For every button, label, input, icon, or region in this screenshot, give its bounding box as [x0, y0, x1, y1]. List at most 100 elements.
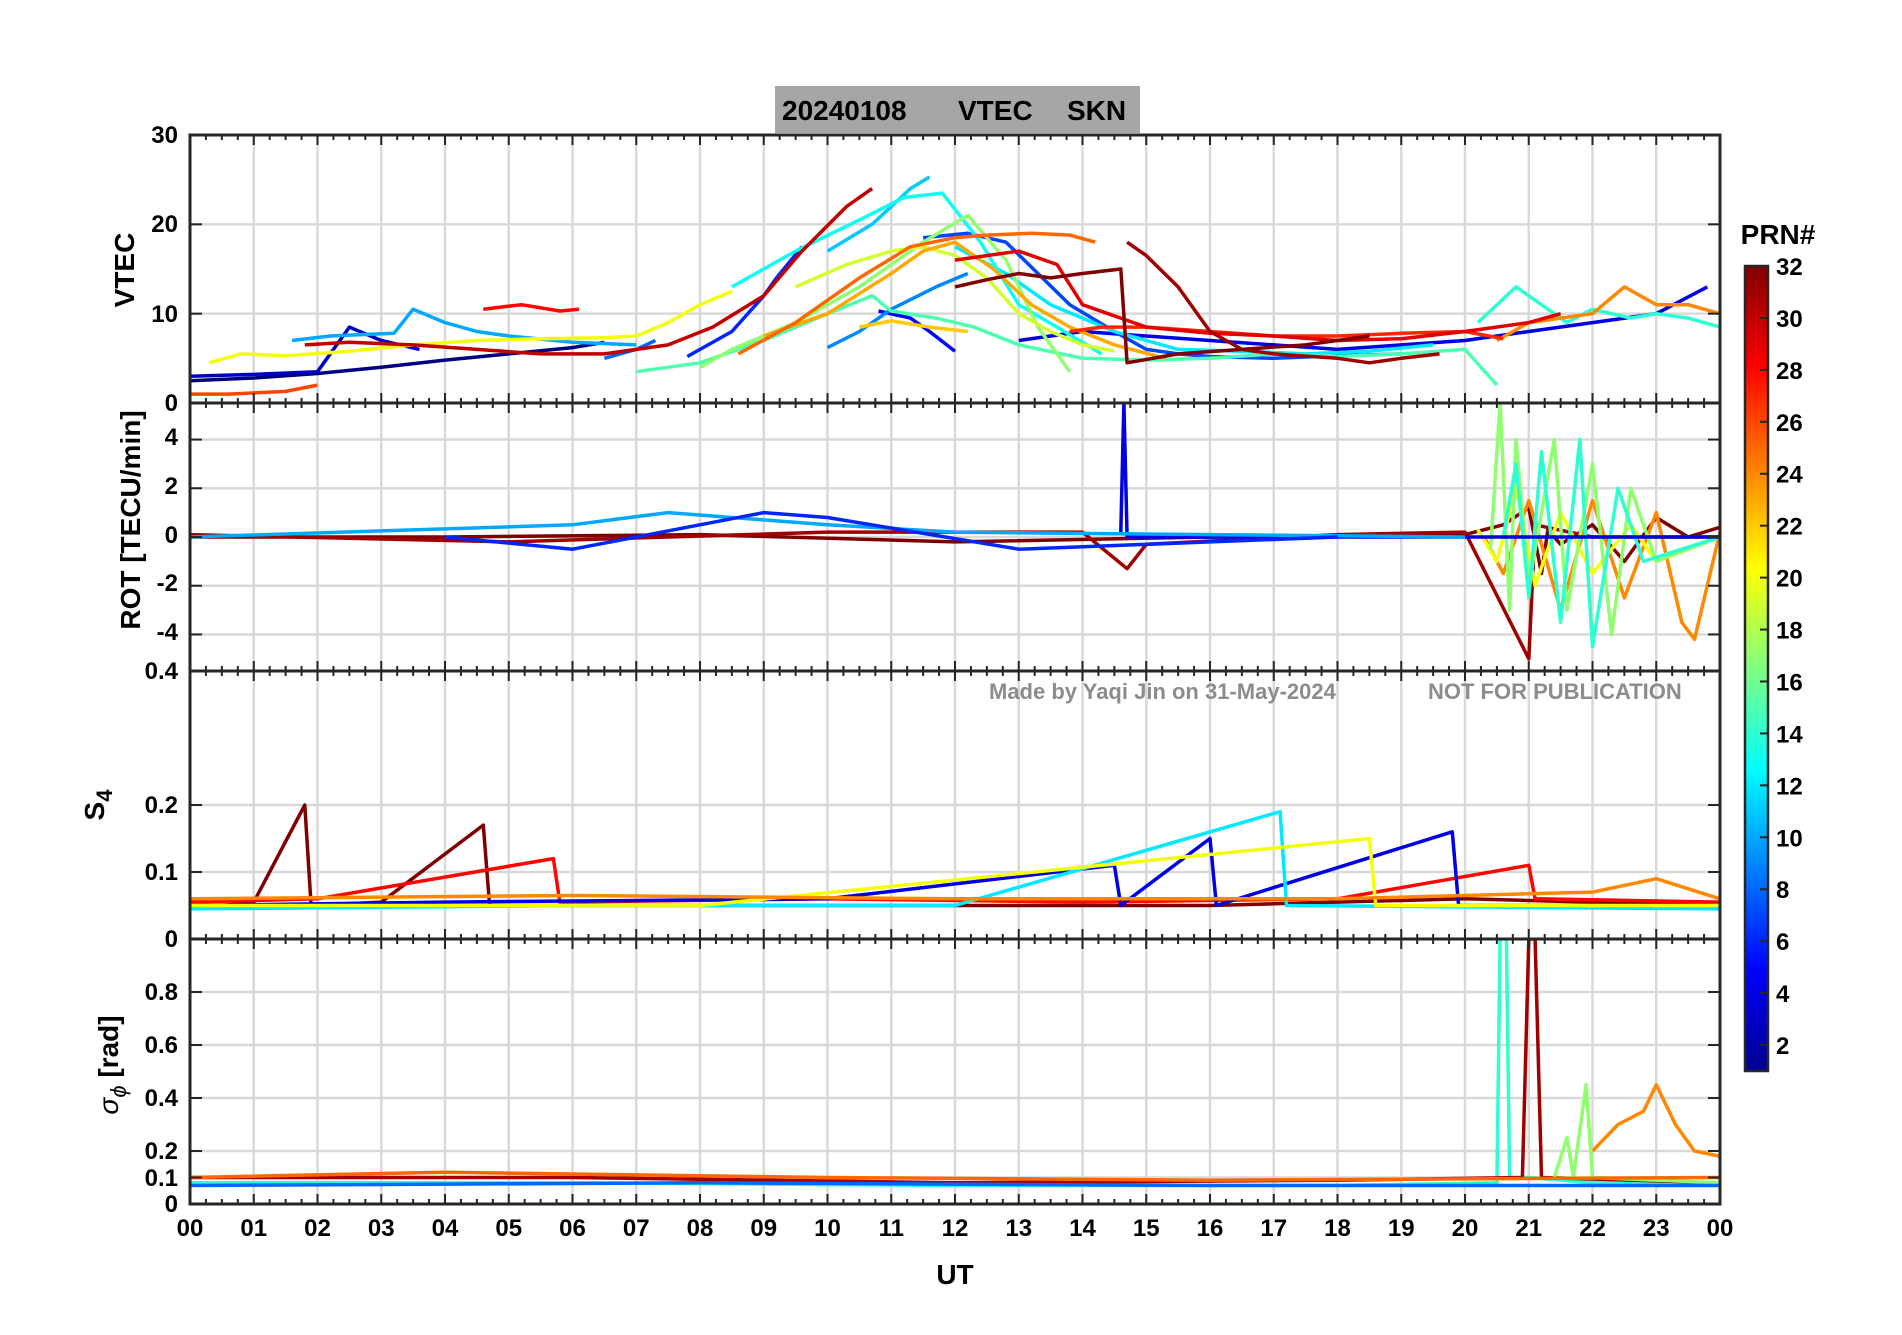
sigma-yticks: 0 0.1 0.2 0.4 0.6 0.8 — [145, 979, 179, 1218]
x-tick-labels: 00 01 02 03 04 05 06 07 08 09 10 11 12 13 14 15 16 17 18 19… — [177, 1215, 1734, 1242]
x-tick-label: 09 — [750, 1215, 777, 1242]
x-tick-label: 21 — [1515, 1215, 1542, 1242]
s4-ytick: 0.4 — [145, 658, 179, 685]
rot-ytick: 0 — [165, 522, 178, 549]
x-tick-label: 01 — [240, 1215, 267, 1242]
colorbar-tick-label: 32 — [1776, 254, 1803, 281]
x-axis-label: UT — [936, 1259, 973, 1290]
vtec-series-prn-13 — [731, 191, 1103, 356]
colorbar-label: PRN# — [1741, 219, 1816, 250]
x-tick-label: 20 — [1452, 1215, 1479, 1242]
rot-series-prn-6 — [444, 510, 1338, 551]
x-tick-label: 17 — [1260, 1215, 1287, 1242]
s4-series-prn-32 — [190, 803, 1720, 911]
vtec-series-prn-4 — [1018, 285, 1709, 352]
s4-series-group — [190, 803, 1720, 911]
tick-layer — [189, 135, 1721, 1204]
x-tick-label: 05 — [495, 1215, 522, 1242]
vtec-series-prn-5 — [878, 309, 957, 353]
vtec-series-prn-29 — [954, 249, 1562, 343]
x-tick-label: 03 — [368, 1215, 395, 1242]
vtec-series-prn-28 — [483, 302, 580, 313]
vtec-series-prn-7 — [922, 231, 1402, 361]
colorbar-tick-label: 18 — [1776, 618, 1803, 645]
rot-series-prn-10 — [190, 510, 1466, 539]
colorbar-tick-label: 26 — [1776, 410, 1803, 437]
colorbar-tick-label: 2 — [1776, 1033, 1789, 1060]
x-tick-label: 02 — [304, 1215, 331, 1242]
rot-series-group — [190, 403, 1720, 661]
sigma-ytick: 0.1 — [145, 1165, 178, 1192]
x-tick-label: 08 — [687, 1215, 714, 1242]
colorbar-tick-label: 6 — [1776, 929, 1789, 956]
vtec-series-prn-11 — [826, 175, 931, 253]
title-quantity: VTEC — [958, 95, 1033, 126]
vtec-series-prn-30 — [304, 187, 874, 356]
vtec-series-prn-12 — [954, 245, 1434, 356]
colorbar-tick-label: 28 — [1776, 358, 1803, 385]
x-tick-label: 22 — [1579, 1215, 1606, 1242]
rot-series-prn-14 — [1501, 437, 1720, 649]
rot-ytick: 4 — [165, 424, 179, 451]
colorbar-tick-label: 24 — [1776, 462, 1803, 489]
colorbar-tick-label: 14 — [1776, 721, 1803, 748]
vtec-series-prn-26 — [190, 383, 318, 396]
vtec-series-prn-14 — [1476, 285, 1720, 329]
rot-ytick: -2 — [157, 570, 178, 597]
rot-ylabel: ROT [TECU/min] — [115, 410, 146, 629]
x-tick-label: 07 — [623, 1215, 650, 1242]
x-tick-label: 13 — [1005, 1215, 1032, 1242]
s4-ytick: 0 — [165, 926, 178, 953]
vtec-ytick: 30 — [151, 122, 178, 149]
x-tick-label: 00 — [177, 1215, 204, 1242]
vtec-series-prn-31 — [1126, 240, 1440, 365]
vtec-series-prn-19 — [794, 244, 1115, 353]
colorbar-gradient — [1743, 264, 1770, 1073]
colorbar-tick-label: 10 — [1776, 825, 1803, 852]
rot-series-prn-24 — [1482, 498, 1720, 642]
s4-ytick: 0.2 — [145, 792, 178, 819]
series-layer — [190, 175, 1720, 1188]
colorbar-tick-label: 22 — [1776, 514, 1803, 541]
sigma-series-prn-25 — [190, 1170, 1720, 1182]
vtec-series-prn-32 — [954, 267, 1370, 365]
sigma-ytick: 0.8 — [145, 979, 178, 1006]
colorbar-tick-label: 12 — [1776, 773, 1803, 800]
s4-ytick: 0.1 — [145, 859, 178, 886]
sigma-ytick: 0 — [165, 1191, 178, 1218]
s4-ylabel-main: S — [79, 802, 110, 821]
sigma-ylabel-unit: [rad] — [93, 1015, 124, 1085]
sigma-ytick: 0.4 — [145, 1085, 179, 1112]
x-tick-label: 06 — [559, 1215, 586, 1242]
x-tick-label: 11 — [879, 1215, 904, 1242]
rot-series-prn-17 — [1488, 403, 1720, 637]
x-tick-label: 14 — [1069, 1215, 1096, 1242]
vtec-ylabel: VTEC — [109, 233, 140, 308]
rot-yticks: -4 -2 0 2 4 — [157, 424, 179, 646]
sigma-series-prn-24 — [1591, 1083, 1720, 1159]
s4-ylabel-sub: 4 — [92, 789, 117, 802]
s4-series-prn-20 — [190, 836, 1720, 908]
vtec-ytick: 0 — [165, 390, 178, 417]
s4-ylabel: S4 — [79, 789, 117, 821]
vtec-series-prn-23 — [763, 240, 1166, 360]
sigma-ylabel-main: σ — [93, 1097, 124, 1115]
vtec-series-prn-1 — [190, 340, 605, 383]
x-tick-label: 12 — [942, 1215, 969, 1242]
watermark-credit: Made by Yaqi Jin on 31-May-2024 — [989, 679, 1337, 704]
vtec-series-prn-17 — [699, 213, 1072, 373]
sigma-series-prn-17 — [1552, 1083, 1720, 1185]
x-tick-label: 10 — [814, 1215, 841, 1242]
colorbar-tick-label: 8 — [1776, 877, 1789, 904]
vtec-ytick: 20 — [151, 211, 178, 238]
x-tick-label: 19 — [1388, 1215, 1415, 1242]
title-box: 20240108 VTEC SKN — [775, 86, 1140, 133]
vtec-yticks: 0 10 20 30 — [151, 122, 178, 417]
vtec-series-group — [190, 175, 1720, 396]
rot-ytick: -4 — [157, 619, 179, 646]
s4-series-prn-24 — [190, 876, 1720, 901]
